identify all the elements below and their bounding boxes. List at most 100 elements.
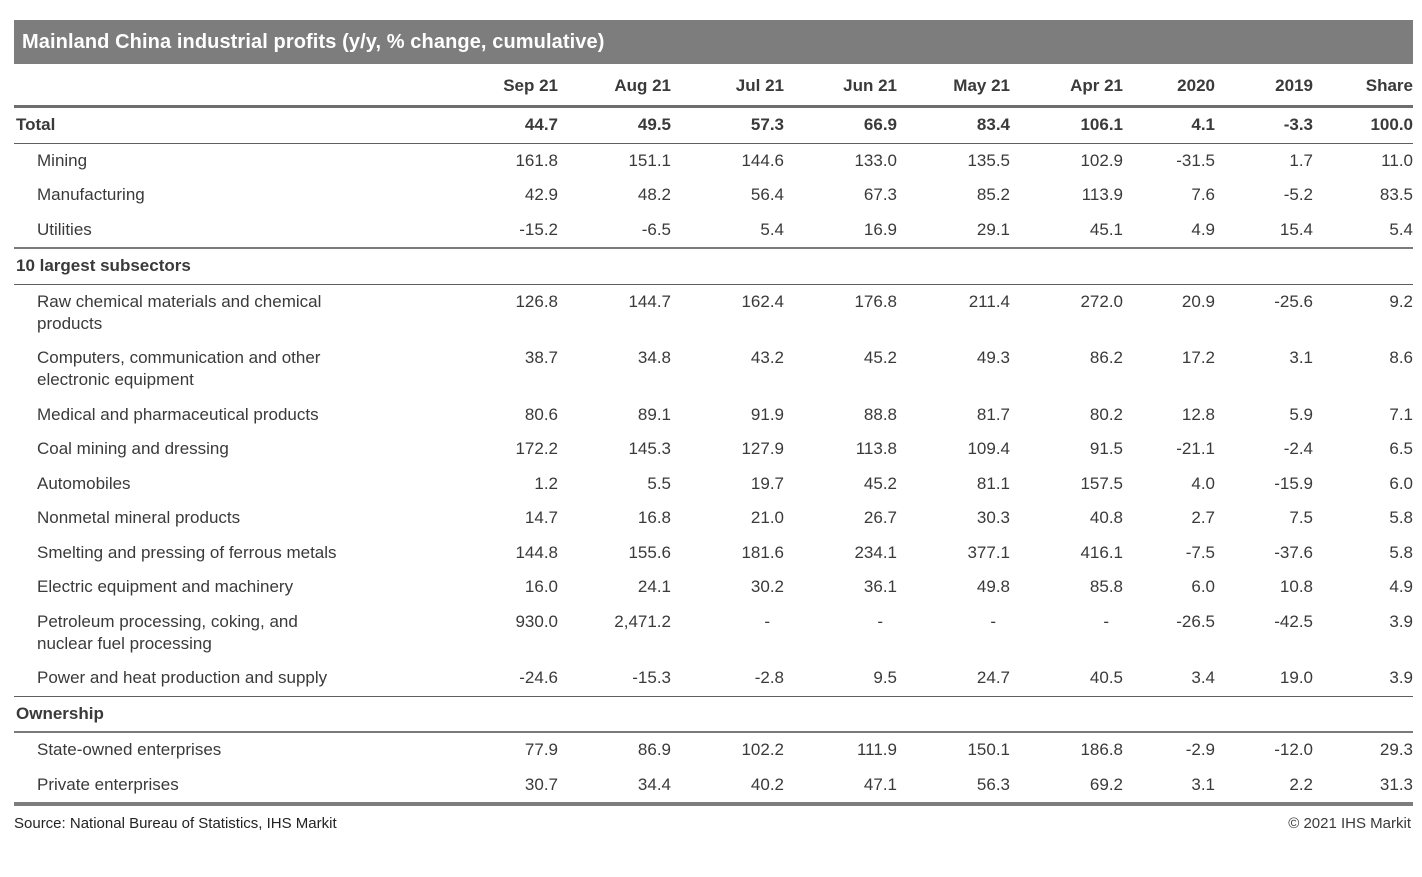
cell-value: 234.1	[854, 542, 897, 562]
row-label: Electric equipment and machinery	[37, 577, 294, 596]
cell-value: -	[877, 611, 883, 631]
row-label: Smelting and pressing of ferrous metals	[37, 542, 337, 562]
cell-value: 12.8	[1181, 404, 1215, 424]
cell-value: 80.2	[1089, 404, 1123, 424]
industrial-profits-table: Sep 21 Aug 21 Jul 21 Jun 21 May 21 Apr 2…	[14, 66, 1413, 806]
cell-value: -12.0	[1274, 740, 1313, 759]
cell-value: -21.1	[1176, 439, 1215, 458]
cell-value: 1.7	[1289, 150, 1313, 170]
row-label: Manufacturing	[37, 185, 145, 204]
cell-value: 8.6	[1389, 348, 1413, 367]
table-row: Electric equipment and machinery 16.0 24.1…	[14, 570, 1413, 605]
cell-value: 81.1	[976, 473, 1010, 493]
table-row: Private enterprises 30.7 34.4 40.2 47.1 56.3 6…	[14, 768, 1413, 804]
table-row: Mining 161.8 151.1 144.6 133.0 135.5 102.9 -31.…	[14, 143, 1413, 178]
cell-value: 29.1	[976, 219, 1010, 239]
cell-value: -3.3	[1283, 115, 1313, 134]
cell-value: 113.9	[1081, 185, 1123, 204]
cell-value: -	[990, 611, 996, 631]
cell-value: 30.3	[976, 508, 1010, 527]
cell-value: -	[764, 611, 770, 631]
table-row: Power and heat production and supply -24.…	[14, 661, 1413, 696]
cell-value: 3.9	[1389, 611, 1413, 631]
table-row: Utilities -15.2 -6.5 5.4 16.9 29.1 45.1 4.9 15.4…	[14, 213, 1413, 248]
cell-value: 100.0	[1370, 115, 1413, 134]
cell-value: 144.7	[628, 291, 671, 311]
cell-value: -2.9	[1185, 740, 1215, 759]
cell-value: 5.9	[1289, 404, 1313, 424]
table-row: Manufacturing 42.9 48.2 56.4 67.3 85.2 113.9 7.…	[14, 178, 1413, 213]
cell-value: 172.2	[515, 439, 558, 458]
cell-value: 91.9	[750, 404, 784, 424]
cell-value: 5.8	[1389, 542, 1413, 562]
cell-value: 5.4	[760, 219, 784, 239]
cell-value: 111.9	[856, 740, 897, 759]
cell-value: 135.5	[967, 150, 1010, 170]
cell-value: 109.4	[967, 439, 1010, 458]
cell-value: 29.3	[1379, 740, 1413, 759]
cell-value: 19.7	[750, 473, 784, 493]
cell-value: 89.1	[637, 404, 671, 424]
cell-value: 102.9	[1080, 150, 1123, 170]
cell-value: -6.5	[641, 219, 671, 239]
cell-value: 45.2	[863, 473, 897, 493]
cell-value: 43.2	[750, 348, 784, 367]
cell-value: 69.2	[1089, 774, 1123, 794]
cell-value: 30.2	[750, 577, 784, 596]
column-header: Sep 21	[503, 76, 558, 95]
row-label: Medical and pharmaceutical products	[37, 404, 319, 424]
cell-value: 5.5	[647, 473, 671, 493]
cell-value: 151.1	[628, 150, 671, 170]
cell-value: 86.9	[637, 740, 671, 759]
cell-value: 377.1	[967, 542, 1010, 562]
row-label: Mining	[37, 150, 88, 170]
cell-value: 34.8	[637, 348, 671, 367]
cell-value: 162.4	[741, 291, 784, 311]
cell-value: 144.6	[741, 150, 784, 170]
cell-value: 1.2	[534, 473, 558, 493]
row-label: Power and heat production and supply	[37, 668, 328, 687]
section-header-label: Ownership	[16, 703, 104, 723]
cell-value: 5.8	[1389, 508, 1413, 527]
cell-value: 66.9	[863, 115, 897, 134]
cell-value: 45.1	[1089, 219, 1123, 239]
cell-value: -15.2	[519, 219, 558, 239]
cell-value: 14.7	[524, 508, 558, 527]
cell-value: 34.4	[637, 774, 671, 794]
cell-value: 6.0	[1389, 473, 1413, 493]
cell-value: 161.8	[515, 150, 558, 170]
cell-value: 47.1	[863, 774, 897, 794]
cell-value: 2,471.2	[614, 611, 671, 631]
column-header: Apr 21	[1070, 76, 1123, 95]
cell-value: 4.0	[1191, 473, 1215, 493]
table-row: Total 44.7 49.5 57.3 66.9 83.4 106.1 4.1 -3.3 100…	[14, 107, 1413, 143]
row-label: Coal mining and dressing	[37, 439, 229, 458]
cell-value: 416.1	[1080, 542, 1123, 562]
cell-value: 5.4	[1389, 219, 1413, 239]
cell-value: 42.9	[524, 185, 558, 204]
cell-value: 145.3	[628, 439, 671, 458]
table-row: Nonmetal mineral products 14.7 16.8 21.0 26.…	[14, 501, 1413, 536]
cell-value: 3.9	[1389, 668, 1413, 687]
row-label: State-owned enterprises	[37, 740, 222, 759]
cell-value: 49.8	[976, 577, 1010, 596]
cell-value: 83.5	[1379, 185, 1413, 204]
cell-value: 3.4	[1191, 668, 1215, 687]
column-header: Share	[1365, 76, 1413, 95]
cell-value: 81.7	[976, 404, 1010, 424]
cell-value: 2.7	[1191, 508, 1215, 527]
cell-value: 7.6	[1191, 185, 1215, 204]
cell-value: 4.1	[1191, 115, 1215, 134]
table-row: Petroleum processing, coking, and nuclea…	[14, 605, 1413, 662]
column-header: 2020	[1177, 76, 1215, 95]
cell-value: -15.3	[632, 668, 671, 687]
cell-value: 181.6	[741, 542, 784, 562]
cell-value: 127.9	[741, 439, 784, 458]
table-row: Computers, communication and other elect…	[14, 341, 1413, 398]
cell-value: -25.6	[1274, 291, 1313, 311]
cell-value: 10.8	[1279, 577, 1313, 596]
copyright-note: © 2021 IHS Markit	[1288, 815, 1411, 832]
cell-value: 272.0	[1080, 291, 1123, 311]
column-header: 2019	[1275, 76, 1313, 95]
row-label: Automobiles	[37, 473, 131, 493]
